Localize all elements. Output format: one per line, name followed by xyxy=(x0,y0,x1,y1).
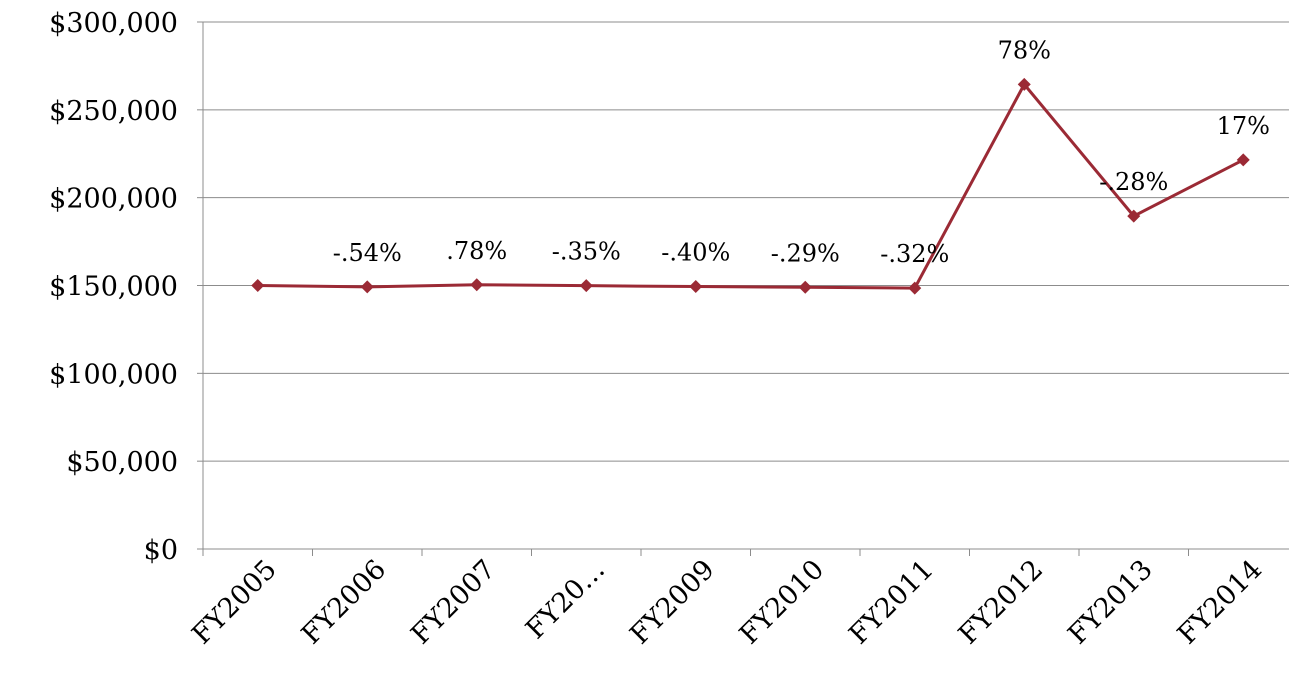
data-point-marker xyxy=(798,280,812,294)
x-tick-label: FY2013 xyxy=(1062,554,1158,650)
data-label: -.28% xyxy=(1099,168,1168,196)
data-point-marker xyxy=(360,280,374,294)
data-label: -.54% xyxy=(333,239,402,267)
data-point-marker xyxy=(579,279,593,293)
y-tick-label: $0 xyxy=(144,535,178,566)
y-tick-label: $300,000 xyxy=(49,8,178,39)
data-point-marker xyxy=(470,278,484,292)
data-markers xyxy=(251,77,1250,295)
x-tick-label: FY2007 xyxy=(405,554,501,650)
data-label: 17% xyxy=(1217,112,1270,140)
data-label: -.40% xyxy=(661,239,730,267)
series-line xyxy=(257,82,1244,290)
data-point-marker xyxy=(1017,77,1031,91)
data-label: -.29% xyxy=(771,239,840,267)
x-tick-label: FY2010 xyxy=(734,554,830,650)
data-point-marker xyxy=(1127,209,1141,223)
data-point-marker xyxy=(908,281,922,295)
y-tick-label: $50,000 xyxy=(66,447,178,478)
data-labels: -.54% .78% -.35% -.40% -.29% -.32% 78% -.28% 17% xyxy=(333,36,1270,268)
series-line-group xyxy=(257,82,1244,290)
data-point-marker xyxy=(1236,153,1250,167)
y-tick-label: $100,000 xyxy=(49,359,178,390)
x-tick-labels: FY2005 FY2006 FY2007 FY20… FY2009 FY2010 FY201… xyxy=(186,554,1268,650)
x-tick-label: FY2014 xyxy=(1172,554,1268,650)
data-point-marker xyxy=(689,280,703,294)
data-point-marker xyxy=(251,279,265,292)
data-label: .78% xyxy=(446,237,507,265)
x-tick-label: FY2012 xyxy=(953,554,1049,650)
x-tick-label: FY20… xyxy=(520,554,611,645)
x-tick-label: FY2011 xyxy=(843,554,939,650)
data-label: -.35% xyxy=(552,238,621,266)
y-tick-labels: $0 $50,000 $100,000 $150,000 $200,000 $250,00… xyxy=(49,8,178,566)
x-tick-label: FY2009 xyxy=(624,554,720,650)
y-tick-label: $250,000 xyxy=(49,96,178,127)
y-tick-label: $150,000 xyxy=(49,272,178,303)
axes xyxy=(197,21,1289,556)
data-label: -.32% xyxy=(880,240,949,268)
x-tick-label: FY2005 xyxy=(186,554,282,650)
data-label: 78% xyxy=(998,36,1051,64)
y-tick-label: $200,000 xyxy=(49,184,178,215)
x-tick-label: FY2006 xyxy=(296,554,392,650)
